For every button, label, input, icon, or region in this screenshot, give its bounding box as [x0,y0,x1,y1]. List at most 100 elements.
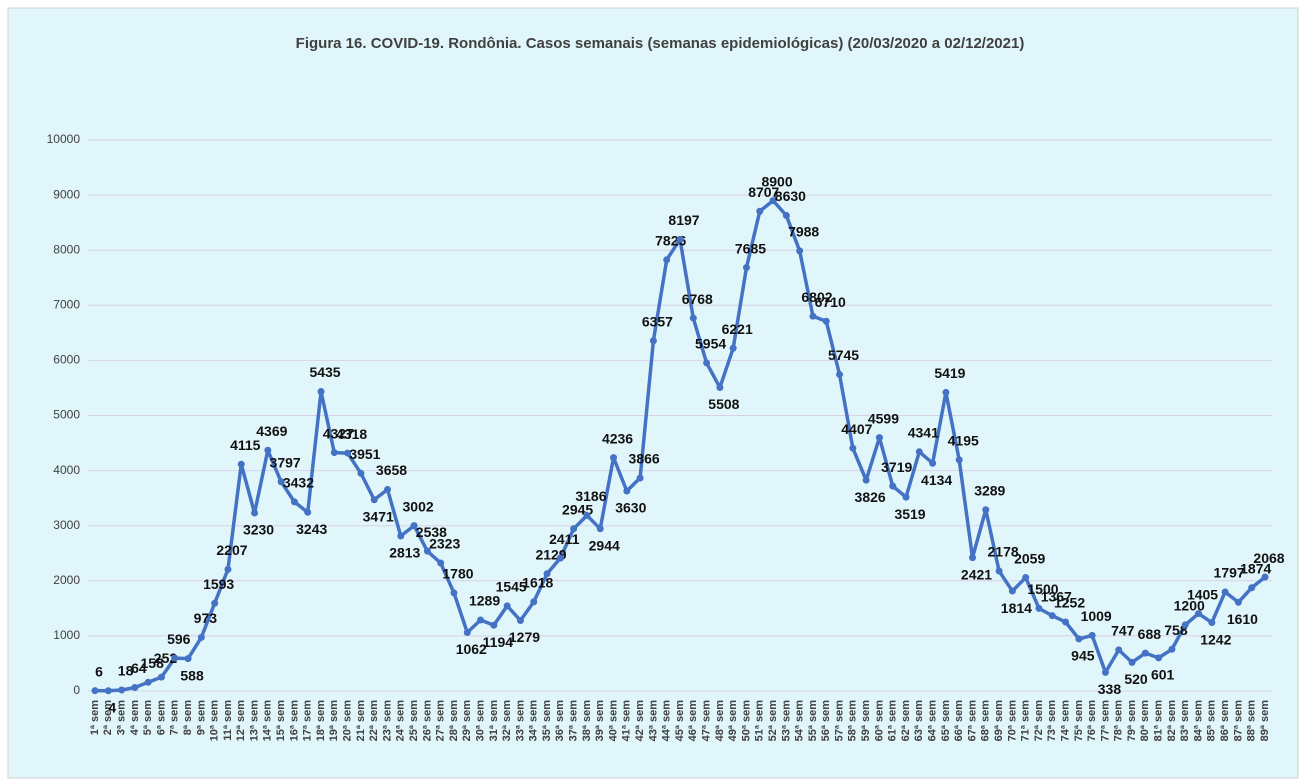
data-label: 4 [108,699,116,715]
x-tick-label: 22ª sem [368,700,380,742]
point [955,456,963,464]
point [769,197,777,205]
x-tick-label: 66ª sem [953,700,965,742]
point [1128,658,1136,666]
y-tick-label: 5000 [53,408,80,422]
point [157,673,165,681]
x-tick-label: 53ª sem [780,700,792,742]
data-label: 64 [131,660,147,676]
data-label: 3519 [894,506,925,522]
data-label: 2813 [389,545,420,561]
x-tick-label: 32ª sem [501,700,513,742]
x-tick-label: 9ª sem [195,700,207,735]
point [1062,618,1070,626]
point [1248,584,1256,592]
point [1088,631,1096,639]
point [530,598,538,606]
point [742,264,750,272]
data-label: 8707 [748,184,779,200]
x-tick-label: 73ª sem [1046,700,1058,742]
data-label: 3002 [403,498,434,514]
x-tick-label: 62ª sem [900,700,912,742]
x-tick-label: 1ª sem [89,700,101,735]
point [503,602,511,610]
x-tick-label: 58ª sem [847,700,859,742]
data-label: 3230 [243,522,274,538]
point [264,446,272,454]
point [357,469,365,477]
data-label: 2944 [589,537,620,553]
data-label: 945 [1071,648,1095,664]
x-tick-label: 72ª sem [1033,700,1045,742]
point [131,683,139,691]
x-tick-label: 50ª sem [740,700,752,742]
data-label: 1009 [1081,608,1112,624]
x-tick-label: 14ª sem [262,700,274,742]
data-label: 1242 [1200,631,1231,647]
y-tick-label: 4000 [53,463,80,477]
x-tick-label: 30ª sem [474,700,486,742]
point [1261,573,1269,581]
data-label: 2411 [549,531,580,547]
point [995,567,1003,575]
data-label: 6357 [642,313,673,329]
data-label: 601 [1151,667,1175,683]
data-label: 6 [95,663,103,679]
point [543,570,551,578]
data-label: 3797 [270,454,301,470]
point [1048,612,1056,620]
x-tick-label: 67ª sem [966,700,978,742]
data-label: 2421 [961,566,992,582]
data-label: 1367 [1041,588,1072,604]
data-label: 338 [1098,681,1122,697]
point [1195,610,1203,618]
x-tick-label: 41ª sem [621,700,633,742]
data-label: 8630 [775,188,806,204]
data-label: 1405 [1187,586,1218,602]
point [915,448,923,456]
data-label: 520 [1124,671,1148,687]
point [237,460,245,468]
x-tick-label: 27ª sem [435,700,447,742]
point [969,554,976,562]
point [197,633,205,641]
data-label: 6802 [801,289,832,305]
point [184,655,192,663]
point [211,599,219,607]
y-tick-label: 10000 [47,132,81,146]
x-tick-label: 37ª sem [568,700,580,742]
x-tick-label: 10ª sem [209,700,221,742]
x-tick-label: 70ª sem [1006,700,1018,742]
data-label: 4599 [868,410,899,426]
data-label: 2059 [1014,550,1045,566]
point [676,235,684,243]
x-tick-label: 15ª sem [275,700,287,742]
x-tick-label: 88ª sem [1246,700,1258,742]
x-tick-label: 63ª sem [913,700,925,742]
data-label: 2068 [1253,550,1284,566]
point [610,454,618,462]
x-tick-label: 21ª sem [355,700,367,742]
y-tick-label: 3000 [53,518,80,532]
point [756,207,764,215]
data-label: 252 [154,650,178,666]
point [889,482,897,490]
point [556,554,564,562]
point [490,621,498,629]
data-label: 596 [167,631,191,647]
data-label: 4327 [323,425,354,441]
x-tick-label: 55ª sem [807,700,819,742]
x-tick-label: 16ª sem [288,700,300,742]
x-tick-label: 49ª sem [727,700,739,742]
x-tick-label: 81ª sem [1153,700,1165,742]
data-label: 5954 [695,336,726,352]
point [875,434,883,442]
y-tick-label: 7000 [53,297,80,311]
point [410,522,418,530]
chart-area [7,7,1299,779]
x-tick-label: 84ª sem [1192,700,1204,742]
data-label: 1610 [1227,611,1258,627]
point [1168,645,1176,653]
data-label: 1593 [203,576,234,592]
